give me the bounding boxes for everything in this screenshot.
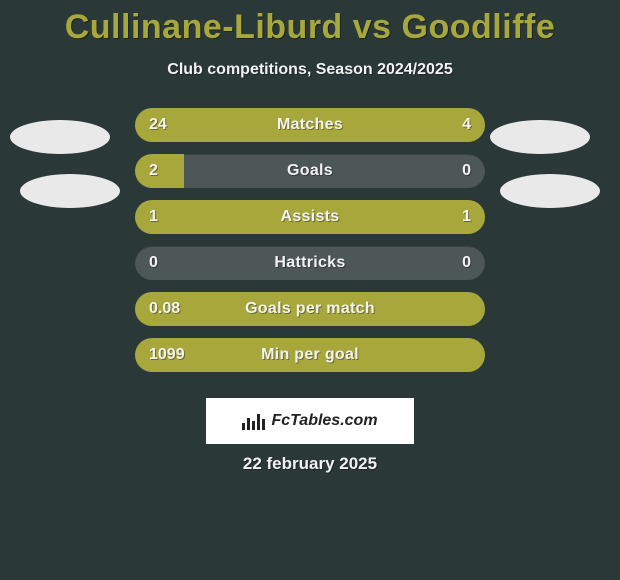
stat-row: Hattricks0 0	[135, 246, 485, 280]
player1-name: Cullinane-Liburd	[65, 8, 343, 46]
stat-row: Goals20	[135, 154, 485, 188]
vs-separator: vs	[343, 8, 402, 46]
comparison-card: Cullinane-Liburd vs Goodliffe Club compe…	[0, 0, 620, 580]
stat-row: Assists11	[135, 200, 485, 234]
subtitle: Club competitions, Season 2024/2025	[0, 61, 620, 79]
page-title: Cullinane-Liburd vs Goodliffe	[0, 0, 620, 47]
date-label: 22 february 2025	[0, 454, 620, 474]
player2-badge-2	[500, 174, 600, 208]
player2-badge-1	[490, 120, 590, 154]
stat-label: Hattricks	[135, 246, 485, 280]
stat-fill-left	[135, 200, 310, 234]
stat-fill-right	[310, 200, 485, 234]
stat-row: Goals per match0.08	[135, 292, 485, 326]
stat-fill-left	[135, 292, 485, 326]
stat-value-right: 0	[462, 154, 471, 188]
player1-badge-1	[10, 120, 110, 154]
chart-icon	[242, 412, 265, 430]
player1-badge-2	[20, 174, 120, 208]
stat-rows: Matches244Goals20Assists11Hattricks00Goa…	[135, 108, 485, 384]
stat-row: Min per goal1099	[135, 338, 485, 372]
stat-label: Goals	[135, 154, 485, 188]
stat-fill-left	[135, 154, 184, 188]
source-logo: FcTables.com	[206, 398, 414, 444]
stat-value-right: 0	[462, 246, 471, 280]
stat-row: Matches244	[135, 108, 485, 142]
stat-value-left: 0	[149, 246, 158, 280]
logo-text: FcTables.com	[271, 412, 377, 430]
stat-fill-left	[135, 108, 401, 142]
stat-fill-left	[135, 338, 485, 372]
player2-name: Goodliffe	[402, 8, 556, 46]
stat-fill-right	[401, 108, 485, 142]
